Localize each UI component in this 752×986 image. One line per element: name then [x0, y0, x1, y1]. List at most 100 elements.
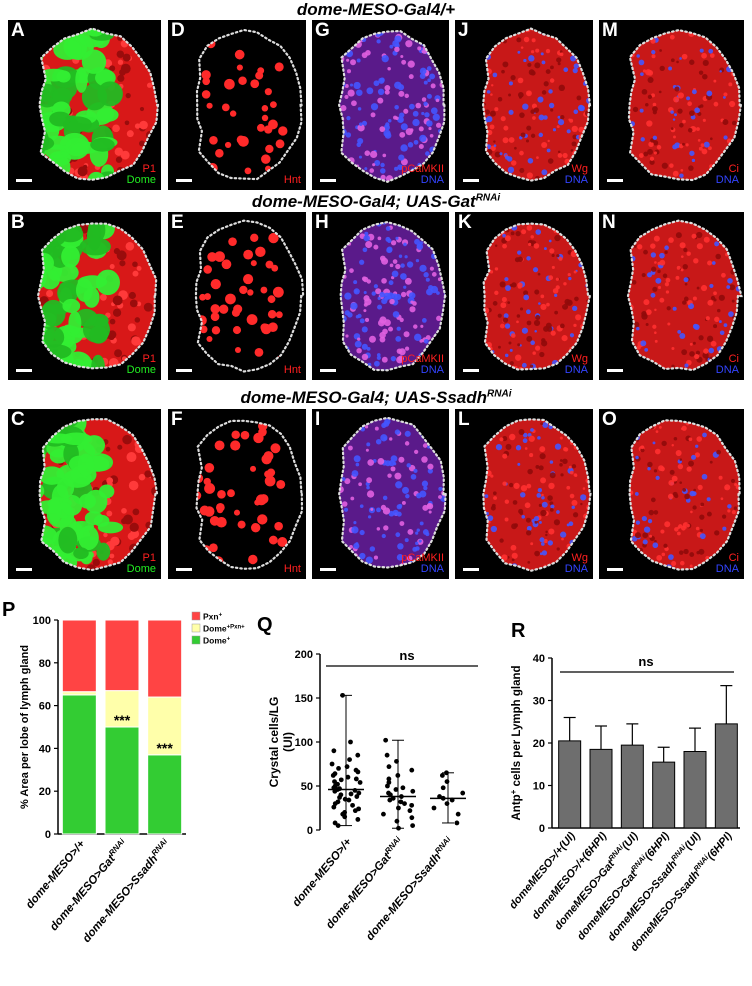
- micrograph-image: [194, 219, 305, 373]
- data-point: [386, 780, 392, 785]
- y-axis-label: Crystal cells/LG: [267, 697, 281, 788]
- stain-label: Hnt: [283, 563, 301, 575]
- stain-label: DNA: [564, 174, 588, 186]
- stain-legend: P1 Dome: [127, 354, 156, 376]
- legend-label: Dome+Pxn+: [203, 624, 245, 634]
- data-point: [353, 776, 359, 782]
- panel-label: C: [11, 409, 25, 430]
- stain-legend: Wg DNA: [565, 354, 588, 376]
- data-point: [454, 820, 460, 826]
- data-point: [356, 806, 362, 812]
- y-tick-label: 80: [39, 658, 51, 670]
- y-tick-label: 100: [33, 615, 51, 627]
- scale-bar: [16, 179, 32, 182]
- micrograph-image: [38, 27, 160, 181]
- stacked-bar-segment: [147, 696, 183, 756]
- scale-bar: [320, 369, 336, 372]
- micrograph-panel-a: A P1 Dome: [8, 20, 161, 190]
- scale-bar: [176, 179, 192, 182]
- stain-label: Wg: [571, 353, 589, 365]
- stain-label: Hnt: [283, 364, 301, 376]
- micrograph-image: [482, 418, 592, 572]
- stain-legend: pCaMKII DNA: [401, 354, 444, 376]
- panel-label: D: [171, 20, 185, 41]
- stacked-bar-segment: [61, 694, 97, 835]
- data-point: [348, 739, 353, 745]
- stain-label: DNA: [715, 364, 739, 376]
- stain-label: DNA: [420, 174, 444, 186]
- data-point: [386, 764, 392, 770]
- significance-annotation: ***: [114, 712, 131, 728]
- stacked-bar-segment: [147, 754, 183, 835]
- y-tick-label: 100: [295, 737, 313, 749]
- data-point: [393, 787, 399, 792]
- panel-label: F: [171, 409, 183, 430]
- panel-label: L: [458, 409, 470, 430]
- data-point: [340, 692, 345, 698]
- data-point: [396, 805, 401, 811]
- scale-bar: [16, 568, 32, 571]
- chart-label-p: P: [2, 599, 16, 621]
- micrograph-image: [38, 418, 159, 572]
- panel-label: I: [315, 409, 321, 430]
- stain-label: DNA: [420, 563, 444, 575]
- bar: [683, 751, 707, 829]
- bar: [714, 723, 738, 829]
- data-point: [336, 766, 341, 771]
- data-point: [350, 802, 355, 808]
- data-point: [400, 785, 406, 791]
- data-point: [357, 780, 363, 785]
- stain-legend: Ci DNA: [716, 354, 739, 376]
- panel-label: H: [315, 212, 329, 233]
- stacked-bar-segment: [61, 619, 97, 693]
- data-point: [394, 758, 399, 764]
- y-tick-label: 20: [39, 786, 51, 798]
- data-point: [409, 802, 415, 808]
- stain-label: P1: [142, 552, 156, 564]
- scale-bar: [320, 568, 336, 571]
- chart-label-q: Q: [257, 614, 273, 636]
- data-point: [356, 790, 362, 796]
- micrograph-panel-n: N Ci DNA: [599, 212, 744, 380]
- stain-label: Dome: [126, 174, 156, 186]
- y-tick-label: 40: [533, 653, 545, 665]
- stain-legend: Hnt: [284, 365, 301, 376]
- scale-bar: [176, 369, 192, 372]
- panel-label: K: [458, 212, 472, 233]
- micrograph-image: [626, 219, 743, 372]
- y-tick-label: 150: [295, 693, 313, 705]
- data-point: [345, 774, 351, 780]
- significance-label: ns: [399, 648, 414, 663]
- panel-label: J: [458, 20, 469, 41]
- x-category-label: dome-MESO>SsadhRNAi: [79, 836, 174, 945]
- micrograph-panel-e: E Hnt: [168, 212, 306, 380]
- y-tick-label: 200: [295, 649, 313, 661]
- data-point: [346, 797, 352, 803]
- data-point: [354, 794, 360, 799]
- stain-label: DNA: [420, 364, 444, 376]
- data-point: [338, 792, 344, 798]
- data-point: [342, 810, 348, 815]
- stain-legend: Ci DNA: [716, 553, 739, 575]
- data-point: [348, 791, 354, 797]
- bar: [558, 740, 582, 829]
- chart-p-stacked-bar: 0 20 40 60 80 100 % Area per lobe of lymph gla…: [19, 612, 245, 945]
- chart-q-scatter: 0 50 100 150 200 Crystal cells/LG (UI) ns dome-M…: [267, 648, 478, 943]
- micrograph-image: [481, 27, 592, 182]
- data-point: [381, 811, 386, 817]
- data-point: [407, 808, 413, 814]
- data-point: [440, 785, 446, 791]
- micrograph-panel-l: L Wg DNA: [455, 409, 593, 579]
- stain-legend: Ci DNA: [716, 164, 739, 186]
- data-point: [460, 790, 466, 796]
- y-tick-label: 60: [39, 701, 51, 713]
- bar: [652, 761, 676, 829]
- data-point: [355, 817, 361, 822]
- panel-label: E: [171, 212, 184, 233]
- micrograph-image: [36, 222, 158, 370]
- y-axis-label: Antp+ cells per Lymph gland: [509, 665, 524, 820]
- data-point: [410, 788, 416, 794]
- stacked-bar-segment: [104, 619, 140, 692]
- y-tick-label: 0: [45, 829, 51, 841]
